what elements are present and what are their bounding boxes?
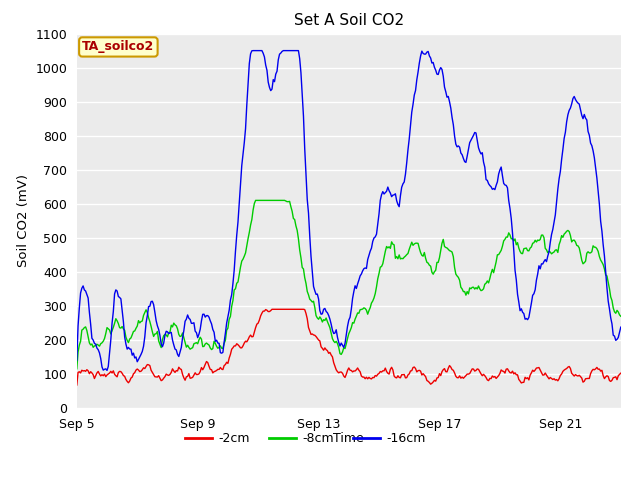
-16cm: [263, 67, 271, 73]
Legend: -2cm, -8cm, -16cm: -2cm, -8cm, -16cm: [180, 427, 431, 450]
-2cm: [268, 306, 276, 312]
Title: Set A Soil CO2: Set A Soil CO2: [294, 13, 404, 28]
-8cm: [441, 244, 449, 250]
-16cm: [413, 77, 420, 83]
-16cm: [249, 48, 257, 53]
Line: -2cm: -2cm: [77, 309, 640, 392]
X-axis label: Time: Time: [333, 432, 364, 445]
-16cm: [73, 358, 81, 363]
-16cm: [442, 89, 450, 95]
-8cm: [622, 313, 630, 319]
Text: TA_soilco2: TA_soilco2: [82, 40, 154, 53]
-2cm: [518, 380, 525, 386]
-8cm: [412, 240, 419, 246]
-8cm: [252, 197, 259, 203]
-16cm: [519, 310, 527, 315]
Line: -8cm: -8cm: [77, 200, 640, 375]
-16cm: [103, 368, 111, 373]
-2cm: [260, 308, 268, 314]
-16cm: [623, 312, 631, 318]
-8cm: [73, 366, 81, 372]
Y-axis label: Soil CO2 (mV): Soil CO2 (mV): [17, 174, 29, 267]
Line: -16cm: -16cm: [77, 50, 640, 371]
-16cm: [330, 331, 337, 336]
-2cm: [73, 382, 81, 388]
-8cm: [328, 336, 336, 341]
-2cm: [328, 354, 336, 360]
-2cm: [412, 366, 419, 372]
-8cm: [262, 197, 269, 203]
-8cm: [518, 251, 525, 256]
-2cm: [622, 367, 630, 373]
-2cm: [441, 366, 449, 372]
